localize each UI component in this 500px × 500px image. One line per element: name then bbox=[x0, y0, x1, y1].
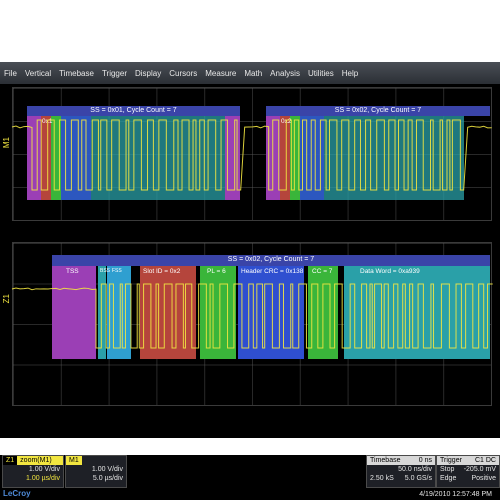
bottom-label-fss: FSS bbox=[112, 268, 122, 274]
timebase-box[interactable]: Timebase 0 ns 50.0 ns/div 2.50 kS 5.0 GS/s bbox=[366, 455, 436, 488]
zoom-tag: Z1 bbox=[3, 456, 18, 465]
trigger-type: Edge bbox=[440, 475, 457, 482]
m1-tag: M1 bbox=[66, 456, 82, 465]
menu-measure[interactable]: Measure bbox=[205, 68, 237, 78]
timebase-label: Timebase bbox=[370, 457, 401, 464]
bottom-decode-header: SS = 0x02, Cycle Count = 7 bbox=[227, 256, 315, 263]
date-time: 4/19/2010 12:57:48 PM bbox=[419, 491, 492, 498]
bottom-waveform-trace bbox=[11, 283, 493, 349]
zoom-channel-box[interactable]: Z1 zoom(M1) 1.00 V/div 1.00 µs/div bbox=[2, 455, 64, 488]
top-waveform-trace bbox=[11, 119, 492, 191]
top-right-decode-header: SS = 0x02, Cycle Count = 7 bbox=[334, 107, 422, 114]
zoom-title: zoom(M1) bbox=[20, 457, 52, 464]
menu-cursors[interactable]: Cursors bbox=[169, 68, 198, 78]
bottom-seg-bss bbox=[98, 266, 106, 359]
menu-vertical[interactable]: Vertical bbox=[24, 68, 52, 78]
bottom-label-bss: BSS bbox=[100, 268, 111, 274]
menu-analysis[interactable]: Analysis bbox=[270, 68, 300, 78]
trigger-label: Trigger bbox=[440, 457, 462, 464]
m1-channel-box[interactable]: M1 1.00 V/div 5.0 µs/div bbox=[65, 455, 127, 488]
menu-trigger[interactable]: Trigger bbox=[101, 68, 127, 78]
bottom-label-cc: CC = 7 bbox=[312, 268, 333, 275]
timebase-rate: 5.0 GS/s bbox=[404, 475, 432, 482]
top-left-pl bbox=[51, 116, 61, 200]
menu-math[interactable]: Math bbox=[244, 68, 263, 78]
bottom-seg-tss bbox=[52, 266, 96, 359]
bottom-label-data-word: Data Word = 0xa939 bbox=[360, 268, 420, 275]
trigger-tag: C1 DC bbox=[474, 457, 496, 464]
bottom-label-header-crc: Header CRC = 0x138 bbox=[241, 268, 304, 275]
menu-file[interactable]: File bbox=[4, 68, 17, 78]
top-right-slot bbox=[280, 116, 290, 200]
trigger-level: -205.0 mV bbox=[463, 466, 496, 473]
timebase-delay: 0 ns bbox=[418, 457, 432, 464]
bottom-seg-slot-id bbox=[140, 266, 196, 359]
bottom-label-pl: PL = 6 bbox=[207, 268, 226, 275]
timebase-tdiv: 50.0 ns/div bbox=[398, 466, 432, 473]
menu-timebase[interactable]: Timebase bbox=[59, 68, 94, 78]
menu-help[interactable]: Help bbox=[341, 68, 359, 78]
bottom-seg-fss bbox=[107, 266, 131, 359]
timebase-samples: 2.50 kS bbox=[370, 475, 394, 482]
top-left-slot bbox=[41, 116, 51, 200]
oscilloscope-screen: File Vertical Timebase Trigger Display C… bbox=[0, 62, 500, 500]
status-area: Z1 zoom(M1) 1.00 V/div 1.00 µs/div M1 1.… bbox=[0, 455, 500, 500]
top-trace-path bbox=[11, 119, 492, 191]
zoom-tdiv: 1.00 µs/div bbox=[26, 475, 60, 482]
top-left-end bbox=[225, 116, 240, 200]
menu-utilities[interactable]: Utilities bbox=[307, 68, 334, 78]
top-right-pl bbox=[290, 116, 300, 200]
top-left-decode-header: SS = 0x01, Cycle Count = 7 bbox=[90, 107, 177, 114]
m1-vdiv: 1.00 V/div bbox=[91, 466, 123, 473]
trigger-mode: Stop bbox=[440, 466, 455, 473]
zoom-vdiv: 1.00 V/div bbox=[28, 466, 60, 473]
bottom-label-tss: TSS bbox=[66, 268, 79, 275]
menu-display[interactable]: Display bbox=[135, 68, 162, 78]
trigger-box[interactable]: Trigger C1 DC Stop -205.0 mV Edge Positive bbox=[436, 455, 500, 488]
menu-bar: File Vertical Timebase Trigger Display C… bbox=[0, 62, 500, 84]
top-left-header-band bbox=[27, 106, 240, 116]
top-right-header-band bbox=[266, 106, 490, 116]
m1-tdiv: 5.0 µs/div bbox=[92, 475, 123, 482]
bottom-label-slot-id: Slot ID = 0x2 bbox=[143, 268, 181, 275]
brand-logo: LeCroy bbox=[3, 489, 31, 498]
bottom-trace-path bbox=[11, 283, 493, 349]
trigger-slope: Positive bbox=[471, 475, 496, 482]
bottom-header-band bbox=[52, 255, 490, 266]
